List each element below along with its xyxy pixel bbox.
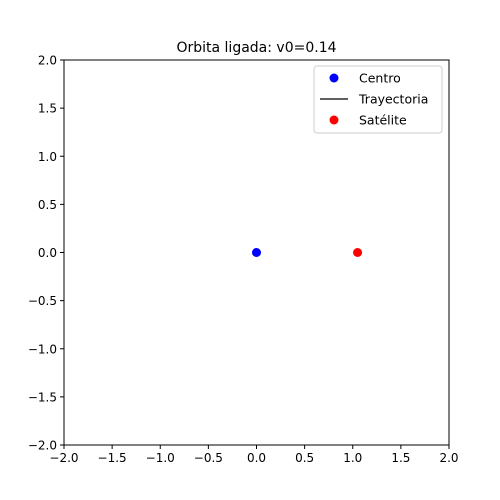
legend-label: Trayectoria	[358, 92, 428, 107]
y-tick-label: 1.0	[38, 150, 57, 164]
y-tick-label: −2.0	[28, 439, 57, 453]
x-tick-label: 1.5	[391, 451, 410, 465]
x-axis: −2.0 −1.5 −1.0 −0.5 0.0 0.5 1.0 1.5 2.0	[49, 445, 459, 465]
y-tick-label: 1.5	[38, 102, 57, 116]
legend-label: Satélite	[359, 113, 407, 128]
x-tick-label: −2.0	[49, 451, 78, 465]
x-tick-label: 0.0	[247, 451, 266, 465]
legend-marker-swatch	[329, 115, 339, 125]
legend: Centro Trayectoria Satélite	[313, 65, 443, 134]
chart-title: Orbita ligada: v0=0.14	[176, 40, 336, 56]
y-axis: −2.0 −1.5 −1.0 −0.5 0.0 0.5 1.0 1.5 2.0	[28, 54, 64, 453]
y-tick-label: 0.5	[38, 198, 57, 212]
legend-box	[313, 65, 443, 134]
y-tick-label: 0.0	[38, 246, 57, 260]
y-tick-label: −1.0	[28, 342, 57, 356]
x-tick-label: −1.5	[98, 451, 127, 465]
x-tick-label: 2.0	[439, 451, 458, 465]
y-tick-label: −0.5	[28, 294, 57, 308]
legend-marker-swatch	[329, 73, 339, 83]
y-tick-label: −1.5	[28, 390, 57, 404]
legend-label: Centro	[359, 71, 401, 86]
x-tick-label: −1.0	[146, 451, 175, 465]
x-tick-label: −0.5	[194, 451, 223, 465]
satellite-marker	[353, 248, 363, 257]
y-tick-label: 2.0	[38, 54, 57, 68]
center-marker	[252, 248, 261, 257]
x-tick-label: 0.5	[295, 451, 314, 465]
x-tick-label: 1.0	[343, 451, 362, 465]
series-layer	[252, 248, 363, 257]
